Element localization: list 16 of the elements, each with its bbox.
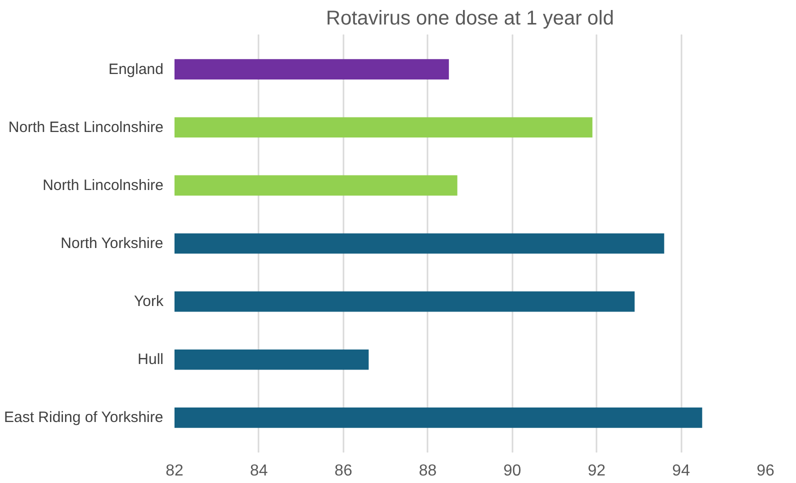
y-tick-label: England (108, 60, 164, 78)
chart-title: Rotavirus one dose at 1 year old (326, 8, 614, 30)
x-tick-label: 86 (334, 462, 352, 480)
x-tick-label: 92 (588, 462, 606, 480)
y-tick-label: North East Lincolnshire (8, 118, 164, 136)
y-tick-label: North Yorkshire (60, 235, 164, 252)
x-tick-label: 94 (672, 462, 690, 480)
x-tick-label: 82 (166, 462, 184, 480)
x-tick-label: 96 (756, 462, 774, 480)
x-tick-label: 84 (250, 462, 268, 480)
y-tick-label: East Riding of Yorkshire (4, 409, 164, 426)
x-tick-label: 88 (418, 462, 437, 480)
y-tick-label: York (134, 293, 164, 310)
x-tick-label: 90 (503, 462, 522, 480)
y-tick-label: Hull (138, 351, 164, 368)
y-tick-label: North Lincolnshire (42, 176, 164, 194)
